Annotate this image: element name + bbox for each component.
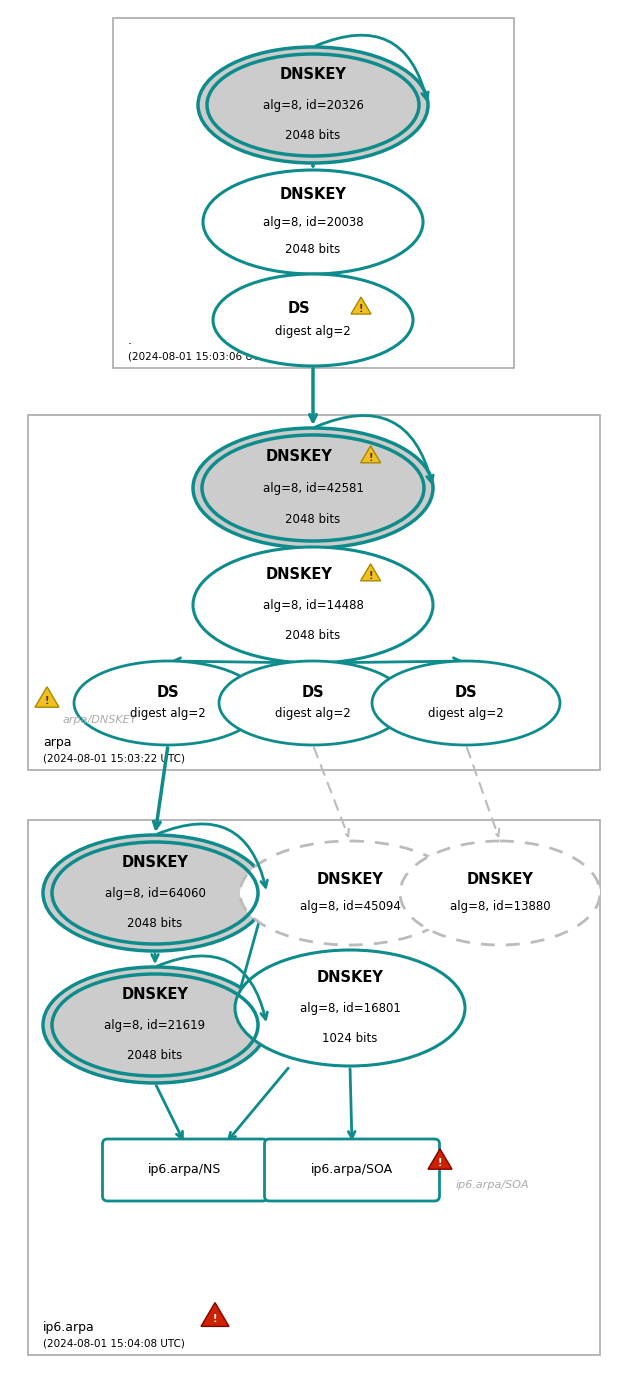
Text: .: . [128, 333, 132, 347]
Text: digest alg=2: digest alg=2 [428, 708, 504, 720]
Polygon shape [351, 297, 371, 314]
Text: !: ! [45, 697, 50, 706]
Polygon shape [201, 1303, 229, 1327]
Text: ip6.arpa: ip6.arpa [43, 1320, 95, 1334]
Text: DS: DS [302, 684, 324, 699]
Ellipse shape [74, 661, 262, 745]
Ellipse shape [43, 967, 267, 1083]
Text: 2048 bits: 2048 bits [285, 129, 340, 142]
Text: ip6.arpa/NS: ip6.arpa/NS [149, 1164, 222, 1176]
Polygon shape [361, 564, 381, 580]
Ellipse shape [193, 547, 433, 663]
Text: alg=8, id=42581: alg=8, id=42581 [263, 481, 364, 495]
Text: alg=8, id=16801: alg=8, id=16801 [300, 1002, 401, 1014]
Text: DNSKEY: DNSKEY [280, 188, 347, 202]
Text: DNSKEY: DNSKEY [122, 987, 189, 1002]
Text: DS: DS [288, 300, 310, 315]
Text: (2024-08-01 15:03:22 UTC): (2024-08-01 15:03:22 UTC) [43, 753, 185, 763]
Text: !: ! [359, 304, 363, 314]
Text: 2048 bits: 2048 bits [285, 629, 340, 641]
Text: 2048 bits: 2048 bits [285, 242, 340, 256]
Text: DS: DS [455, 684, 477, 699]
FancyBboxPatch shape [102, 1139, 268, 1201]
Text: DNSKEY: DNSKEY [280, 68, 347, 83]
Bar [28, 820, 600, 1354]
Ellipse shape [198, 47, 428, 163]
Bar [113, 18, 514, 368]
Text: ip6.arpa/SOA: ip6.arpa/SOA [311, 1164, 393, 1176]
Text: DNSKEY: DNSKEY [122, 855, 189, 871]
Ellipse shape [219, 661, 407, 745]
Text: !: ! [438, 1158, 442, 1168]
Text: !: ! [213, 1314, 217, 1324]
Text: digest alg=2: digest alg=2 [130, 708, 206, 720]
Text: (2024-08-01 15:03:06 UTC): (2024-08-01 15:03:06 UTC) [128, 351, 270, 361]
Bar [28, 415, 600, 770]
Text: 2048 bits: 2048 bits [285, 513, 340, 525]
Ellipse shape [235, 949, 465, 1066]
Text: DNSKEY: DNSKEY [466, 872, 534, 887]
Text: alg=8, id=14488: alg=8, id=14488 [263, 598, 364, 611]
Text: (2024-08-01 15:04:08 UTC): (2024-08-01 15:04:08 UTC) [43, 1338, 185, 1347]
Ellipse shape [240, 842, 460, 945]
Text: alg=8, id=20038: alg=8, id=20038 [263, 216, 363, 228]
Text: DNSKEY: DNSKEY [266, 449, 332, 464]
Text: digest alg=2: digest alg=2 [275, 325, 351, 339]
Text: !: ! [368, 453, 373, 463]
Text: arpa: arpa [43, 735, 71, 749]
Ellipse shape [203, 170, 423, 274]
FancyBboxPatch shape [265, 1139, 440, 1201]
Ellipse shape [372, 661, 560, 745]
Text: 2048 bits: 2048 bits [127, 1049, 182, 1061]
Text: arpa/DNSKEY: arpa/DNSKEY [63, 714, 137, 726]
Text: alg=8, id=20326: alg=8, id=20326 [263, 98, 364, 112]
Text: DNSKEY: DNSKEY [317, 970, 384, 985]
Text: ip6.arpa/SOA: ip6.arpa/SOA [456, 1180, 530, 1190]
Ellipse shape [193, 428, 433, 549]
Ellipse shape [213, 274, 413, 366]
Text: alg=8, id=21619: alg=8, id=21619 [105, 1019, 206, 1031]
Text: alg=8, id=13880: alg=8, id=13880 [450, 900, 551, 914]
Text: DS: DS [157, 684, 179, 699]
Ellipse shape [43, 835, 267, 951]
Text: digest alg=2: digest alg=2 [275, 708, 351, 720]
Text: DNSKEY: DNSKEY [317, 872, 384, 887]
Polygon shape [428, 1148, 452, 1169]
Text: 2048 bits: 2048 bits [127, 916, 182, 930]
Polygon shape [361, 446, 381, 463]
Text: !: ! [368, 571, 373, 580]
Polygon shape [35, 687, 59, 708]
Text: 1024 bits: 1024 bits [322, 1031, 377, 1045]
Text: alg=8, id=64060: alg=8, id=64060 [105, 886, 206, 900]
Text: alg=8, id=45094: alg=8, id=45094 [300, 900, 401, 914]
Text: DNSKEY: DNSKEY [266, 568, 332, 582]
Ellipse shape [400, 842, 600, 945]
